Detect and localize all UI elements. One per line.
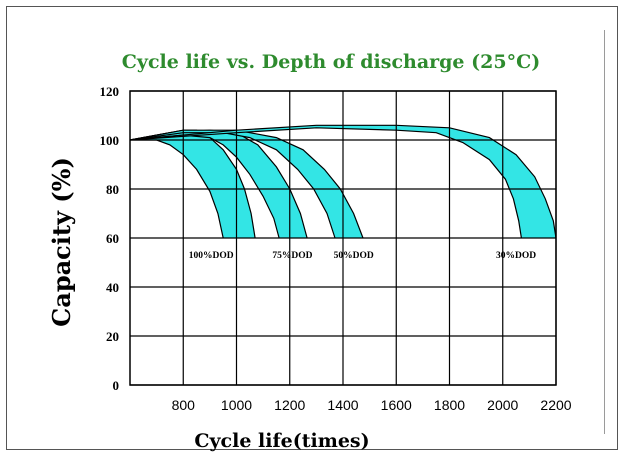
y-tick-label-6: 120 [100, 84, 120, 99]
series-label-3: 30%DOD [496, 251, 536, 261]
y-tick-label-0: 0 [113, 378, 120, 393]
plot-border [129, 90, 557, 386]
y-tick-label-4: 80 [106, 182, 119, 197]
x-tick-label-2: 1200 [274, 397, 305, 413]
y-tick-label-3: 60 [106, 231, 119, 246]
chart-frame [6, 6, 618, 450]
series-label-2: 50%DOD [334, 251, 374, 261]
x-tick-label-7: 2200 [540, 397, 571, 413]
series-band-2 [130, 130, 363, 238]
y-axis-label: Capacity (%) [47, 157, 76, 327]
x-tick-label-3: 1400 [327, 397, 358, 413]
series-lower-line-2 [129, 132, 336, 239]
series-label-1: 75%DOD [272, 251, 312, 261]
x-tick-label-5: 1800 [434, 397, 465, 413]
series-upper-line-2 [129, 129, 364, 239]
x-axis-label: Cycle life(times) [194, 430, 369, 452]
y-tick-label-2: 40 [106, 280, 119, 295]
series-band-0 [130, 130, 256, 238]
x-tick-label-1: 1000 [221, 397, 252, 413]
series-band-1 [130, 130, 308, 238]
x-tick-label-4: 1600 [381, 397, 412, 413]
series-label-0: 100%DOD [189, 251, 234, 261]
series-lower-line-0 [130, 139, 224, 239]
frame-divider [604, 30, 605, 434]
y-tick-label-1: 20 [106, 329, 119, 344]
x-tick-label-0: 800 [172, 397, 196, 413]
chart-title: Cycle life vs. Depth of discharge (25°C) [122, 51, 540, 73]
x-tick-label-6: 2000 [487, 397, 518, 413]
y-tick-label-5: 100 [100, 133, 120, 148]
